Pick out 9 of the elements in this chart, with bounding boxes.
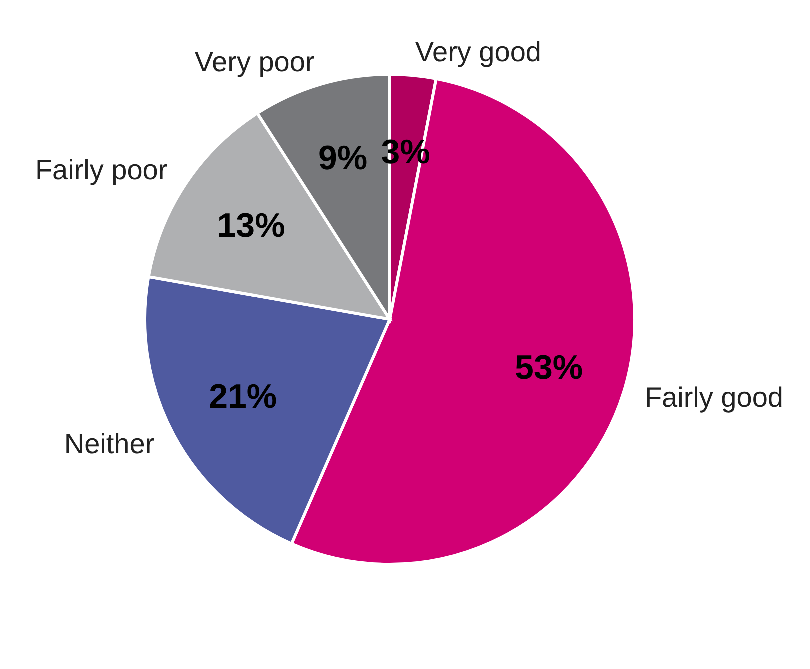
slice-label: Fairly good <box>644 382 784 413</box>
slice-label: Fairly poor <box>35 154 168 186</box>
data-label: 21% <box>209 378 278 416</box>
data-label: 9% <box>318 140 368 178</box>
data-label: 13% <box>217 207 286 246</box>
data-label: 53% <box>515 348 584 387</box>
slice-label: Neither <box>64 428 155 460</box>
slice-label: Very poor <box>194 46 315 78</box>
slice-label: Very good <box>415 36 542 68</box>
